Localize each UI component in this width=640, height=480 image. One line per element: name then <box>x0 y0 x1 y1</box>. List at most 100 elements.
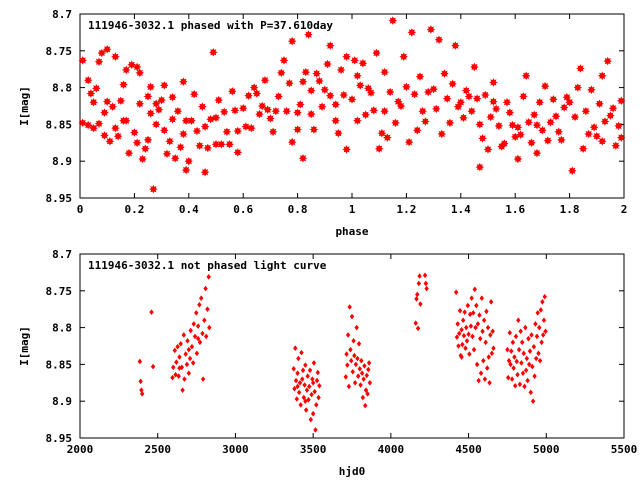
unphased-plot-frame <box>79 253 625 439</box>
unphased-plot-point <box>466 331 471 338</box>
phased-plot-point <box>413 126 422 135</box>
unphased-plot-point <box>513 382 518 389</box>
phased-plot-point <box>589 123 599 132</box>
phased-plot-point <box>214 95 223 105</box>
unphased-plot-point <box>315 369 321 376</box>
phased-plot-point <box>524 117 534 127</box>
unphased-plot-ytick-label: 8.9 <box>52 395 72 408</box>
unphased-plot-point <box>531 343 537 350</box>
unphased-plot-point <box>204 333 209 340</box>
unphased-plot-point <box>519 360 524 366</box>
phased-plot-point <box>304 30 313 39</box>
phased-plot-xtick-label: 2 <box>621 203 628 216</box>
unphased-plot-point <box>362 363 367 369</box>
phased-plot-point <box>296 100 305 109</box>
phased-plot-point <box>606 111 615 120</box>
phased-plot-point <box>353 71 362 81</box>
unphased-plot-point <box>366 360 372 366</box>
phased-plot-point <box>377 128 387 138</box>
phased-plot-point <box>309 125 319 134</box>
unphased-plot-point <box>296 355 301 362</box>
unphased-plot-point <box>303 407 309 413</box>
phased-plot-xtick-label: 0.6 <box>233 203 253 216</box>
unphased-plot-point <box>465 302 470 309</box>
unphased-plot-point <box>457 307 463 314</box>
phased-plot-xtick-label: 1.4 <box>451 203 471 216</box>
unphased-plot-point <box>300 367 306 374</box>
phased-plot-point <box>486 112 495 122</box>
unphased-plot-point <box>456 343 461 349</box>
phased-plot-point <box>587 85 596 95</box>
phased-plot-point <box>442 94 452 103</box>
unphased-plot-point <box>460 317 466 324</box>
unphased-plot-point <box>540 332 546 338</box>
phased-plot-point <box>266 114 275 123</box>
unphased-plot-point <box>175 343 180 350</box>
unphased-plot-point <box>344 351 349 357</box>
unphased-plot-point <box>422 272 428 279</box>
phased-plot-point <box>529 110 539 120</box>
phased-plot-point <box>578 144 588 153</box>
phased-plot-point <box>508 120 517 130</box>
unphased-plot-point <box>424 285 429 292</box>
unphased-plot-point <box>471 310 476 316</box>
unphased-plot-point <box>296 389 302 396</box>
unphased-plot-point <box>345 362 350 368</box>
phased-plot-point <box>336 65 346 75</box>
phased-plot-point <box>306 86 316 95</box>
phased-plot-point <box>467 106 476 116</box>
unphased-plot-point <box>519 339 525 346</box>
phased-plot-point <box>92 84 101 93</box>
unphased-plot-point <box>490 328 495 335</box>
phased-plot-point <box>124 148 134 158</box>
unphased-plot-point <box>353 361 359 368</box>
unphased-plot-point <box>361 376 366 382</box>
unphased-plot-point <box>535 310 540 316</box>
phased-plot-point <box>358 59 368 68</box>
unphased-plot-xtick-label: 5500 <box>611 443 638 456</box>
unphased-plot-point <box>351 338 356 344</box>
phased-plot-point <box>388 16 398 25</box>
phased-plot-point <box>97 48 107 58</box>
phased-plot-xtick-label: 1.2 <box>396 203 416 216</box>
phased-plot-point <box>141 144 150 153</box>
unphased-plot-point <box>454 334 460 340</box>
unphased-plot-xtick-label: 2000 <box>67 443 94 456</box>
phased-plot-point <box>323 59 332 69</box>
phased-plot-point <box>170 154 180 163</box>
phased-plot-xtick-label: 0.8 <box>288 203 308 216</box>
unphased-plot-point <box>509 348 514 354</box>
unphased-plot-point <box>453 289 459 296</box>
phased-plot-point <box>168 92 177 102</box>
unphased-plot-point <box>312 388 317 395</box>
phased-plot-xtick-label: 0.4 <box>179 203 199 216</box>
unphased-plot-point <box>200 330 205 337</box>
unphased-plot-point <box>537 357 543 364</box>
phased-plot-point <box>179 129 188 139</box>
phased-plot-point <box>146 109 155 118</box>
phased-plot-point <box>113 131 123 141</box>
phased-plot-point <box>437 129 447 139</box>
phased-plot-point <box>478 134 487 143</box>
phased-plot-point <box>257 101 267 111</box>
unphased-plot-point <box>297 380 303 386</box>
phased-plot-point <box>489 97 498 106</box>
phased-plot-point <box>502 98 512 107</box>
unphased-plot-point <box>149 309 154 315</box>
unphased-plot-point <box>489 350 495 357</box>
unphased-plot-point <box>295 370 300 377</box>
unphased-plot-point <box>478 335 483 342</box>
phased-plot-point <box>135 68 145 78</box>
phased-plot-point <box>111 52 120 61</box>
phased-plot-point <box>581 106 591 116</box>
phased-plot-point <box>181 116 191 125</box>
phased-plot-point <box>287 36 297 46</box>
unphased-plot-point <box>523 367 529 374</box>
phased-plot-point <box>429 84 438 94</box>
unphased-plot-xtick-label: 5000 <box>533 443 560 456</box>
unphased-plot-point <box>180 387 185 393</box>
unphased-plot-point <box>533 355 539 362</box>
phased-plot-point <box>78 56 87 65</box>
unphased-plot-point <box>170 374 175 381</box>
